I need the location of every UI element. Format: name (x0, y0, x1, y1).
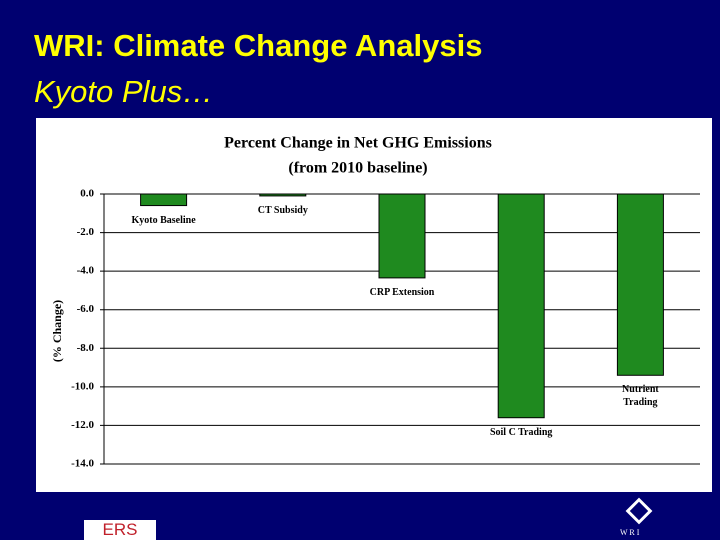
category-label: Nutrient Trading (622, 384, 659, 409)
chart-title: Percent Change in Net GHG Emissions (224, 135, 492, 152)
bar (378, 193, 426, 279)
bar (616, 193, 664, 376)
wri-icon (625, 497, 653, 525)
logo: W R I (620, 528, 640, 537)
category-label: Soil C Trading (489, 426, 553, 438)
bar (497, 193, 545, 419)
category-label: Kyoto Baseline (131, 214, 196, 226)
chart-box: Percent Change in Net GHG Emissions (fro… (36, 118, 712, 492)
logo: ERS (84, 520, 156, 540)
y-tick-label: -4.0 (77, 265, 95, 277)
y-axis-label: (% Change) (50, 300, 64, 362)
bar (259, 193, 307, 197)
category-label: CRP Extension (369, 286, 435, 298)
y-tick-label: -10.0 (71, 380, 94, 392)
y-tick-label: -6.0 (77, 303, 95, 315)
slide-subtitle: Kyoto Plus… (34, 74, 214, 109)
slide-title: WRI: Climate Change Analysis (34, 28, 483, 63)
y-tick-label: -2.0 (77, 226, 95, 238)
y-tick-label: -8.0 (77, 342, 95, 354)
category-label: CT Subsidy (257, 204, 308, 216)
chart-subtitle: (from 2010 baseline) (288, 160, 427, 177)
y-tick-label: -12.0 (71, 419, 94, 431)
y-tick-label: -14.0 (71, 458, 94, 470)
y-tick-label: 0.0 (80, 188, 94, 200)
chart: Percent Change in Net GHG Emissions (fro… (50, 135, 700, 470)
bar (140, 193, 188, 207)
